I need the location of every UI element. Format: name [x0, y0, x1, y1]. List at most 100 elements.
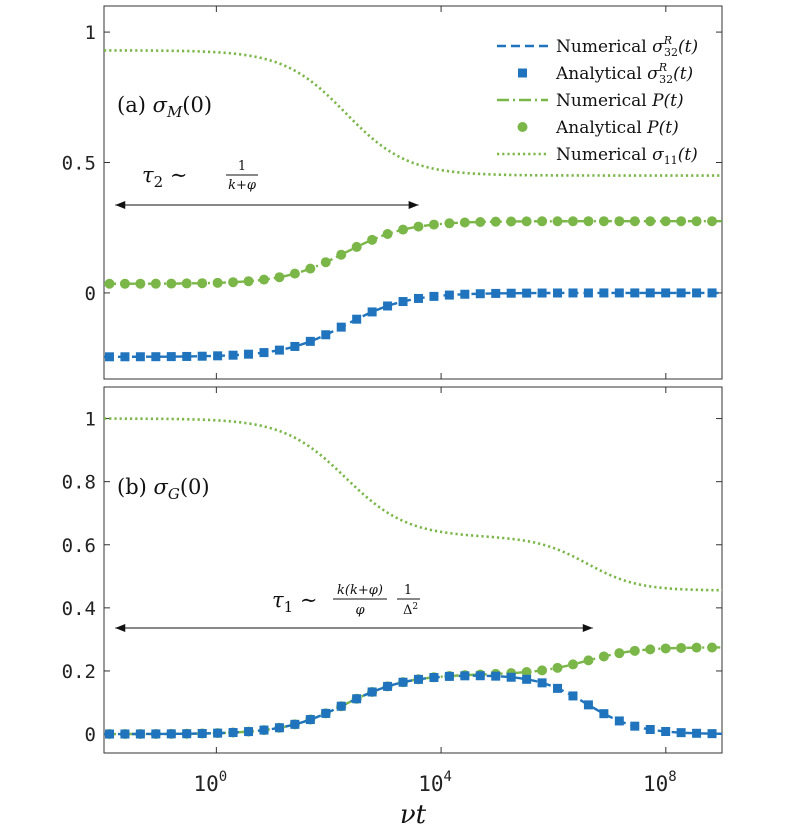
analytical-p-marker — [367, 234, 378, 245]
tau2-numerator: 1 — [238, 159, 246, 174]
analytical-p-marker — [676, 642, 687, 653]
analytical-p-marker — [444, 218, 455, 229]
analytical-p-marker — [104, 278, 115, 289]
analytical-p-marker — [181, 278, 192, 289]
analytical-p-marker — [614, 648, 625, 659]
analytical-sigma32-marker — [553, 288, 563, 298]
analytical-sigma32-marker — [166, 352, 176, 362]
analytical-sigma32-marker — [182, 729, 192, 739]
analytical-p-marker — [598, 651, 609, 662]
y-tick-label: 1 — [85, 22, 96, 44]
analytical-sigma32-marker — [491, 671, 501, 681]
analytical-p-marker — [552, 662, 563, 673]
analytical-sigma32-marker — [197, 351, 207, 361]
panel-a-series — [103, 49, 722, 362]
analytical-p-marker — [212, 277, 223, 288]
analytical-sigma32-marker — [336, 322, 346, 332]
analytical-sigma32-marker — [568, 288, 578, 298]
analytical-sigma32-marker — [213, 728, 223, 738]
analytical-sigma32-marker — [352, 314, 362, 324]
numerical-sigma11-line — [103, 49, 722, 177]
analytical-p-marker — [428, 219, 439, 230]
tau1-annotation: τ1 ∼ k(k+φ) φ 1 Δ2 — [115, 583, 593, 632]
analytical-sigma32-marker — [398, 297, 408, 307]
analytical-sigma32-marker — [228, 728, 238, 738]
tau2-denominator: k+φ — [228, 178, 257, 193]
analytical-sigma32-marker — [444, 671, 454, 681]
analytical-sigma32-marker — [460, 671, 470, 681]
numerical-sigma11-line — [104, 417, 723, 592]
x-tick-label: 108 — [643, 769, 677, 796]
analytical-p-marker — [521, 667, 532, 678]
analytical-sigma32-marker — [522, 288, 532, 298]
legend-swatch-circle — [517, 122, 528, 132]
tau1-numerator-2: 1 — [404, 583, 412, 598]
analytical-p-marker — [336, 249, 347, 260]
analytical-p-marker — [305, 263, 316, 274]
y-tick-label: 0.8 — [62, 472, 96, 494]
analytical-sigma32-marker — [506, 672, 516, 682]
analytical-p-marker — [537, 665, 548, 676]
legend-entry-label: Numerical σ11(t) — [556, 145, 698, 167]
analytical-p-marker — [274, 272, 285, 283]
analytical-sigma32-marker — [244, 349, 254, 359]
analytical-sigma32-marker — [707, 288, 717, 298]
analytical-p-marker — [382, 228, 393, 239]
panel-a: 0 0.5 1 (a) σM(0) τ2 ∼ 1 k+φ Numerical σR 3… — [62, 5, 723, 380]
analytical-sigma32-marker — [444, 290, 454, 300]
analytical-sigma32-marker — [583, 288, 593, 298]
analytical-p-marker — [197, 278, 208, 289]
tau1-lhs: τ1 ∼ — [272, 588, 317, 616]
y-tick-label: 0.6 — [62, 535, 96, 557]
analytical-sigma32-marker — [553, 683, 563, 693]
analytical-p-marker — [691, 642, 702, 653]
analytical-sigma32-marker — [661, 288, 671, 298]
analytical-p-marker — [475, 216, 486, 227]
analytical-sigma32-marker — [599, 288, 609, 298]
analytical-sigma32-marker — [645, 288, 655, 298]
y-tick-label: 1 — [85, 409, 96, 431]
tau1-denominator-2: Δ2 — [403, 602, 418, 618]
panel-b-x-ticks: 100 104 108 — [193, 387, 677, 796]
analytical-sigma32-marker — [352, 694, 362, 704]
analytical-p-marker — [567, 216, 578, 227]
panel-b: 0 0.2 0.4 0.6 0.8 1 100 104 108 (b) σG(0) τ1 ∼ … — [62, 386, 723, 830]
analytical-sigma32-marker — [166, 729, 176, 739]
analytical-p-marker — [567, 659, 578, 670]
analytical-sigma32-marker — [676, 288, 686, 298]
analytical-sigma32-marker — [614, 288, 624, 298]
tau2-arrowhead-left — [115, 201, 126, 209]
analytical-sigma32-marker — [413, 674, 423, 684]
analytical-sigma32-marker — [599, 709, 609, 719]
panel-b-y-ticks: 0 0.2 0.4 0.6 0.8 1 — [62, 409, 722, 746]
legend: Numerical σR 32(t)Analytical σR 32(t) Numer… — [497, 34, 698, 167]
analytical-sigma32-marker — [290, 341, 300, 351]
analytical-sigma32-marker — [630, 288, 640, 298]
y-tick-label: 0.2 — [62, 661, 96, 683]
analytical-p-marker — [506, 216, 517, 227]
analytical-sigma32-marker — [460, 289, 470, 299]
analytical-p-marker — [629, 645, 640, 656]
x-tick-label: 100 — [193, 769, 227, 796]
analytical-p-marker — [459, 217, 470, 228]
analytical-sigma32-marker — [383, 301, 393, 311]
analytical-sigma32-marker — [692, 288, 702, 298]
analytical-sigma32-marker — [676, 728, 686, 738]
legend-entry-label: Analytical P(t) — [555, 118, 679, 138]
analytical-p-marker — [660, 216, 671, 227]
analytical-sigma32-marker — [305, 336, 315, 346]
analytical-sigma32-marker — [305, 715, 315, 725]
analytical-sigma32-marker — [475, 671, 485, 681]
legend-swatch-square — [518, 68, 527, 78]
analytical-p-marker — [676, 216, 687, 227]
analytical-sigma32-marker — [475, 289, 485, 299]
analytical-sigma32-marker — [583, 700, 593, 710]
analytical-p-marker — [228, 277, 239, 288]
analytical-sigma32-marker — [692, 728, 702, 738]
tau1-arrowhead-left — [115, 624, 126, 632]
analytical-p-marker — [707, 216, 718, 227]
analytical-sigma32-marker — [274, 723, 284, 733]
analytical-sigma32-marker — [321, 708, 331, 718]
analytical-sigma32-marker — [135, 729, 145, 739]
